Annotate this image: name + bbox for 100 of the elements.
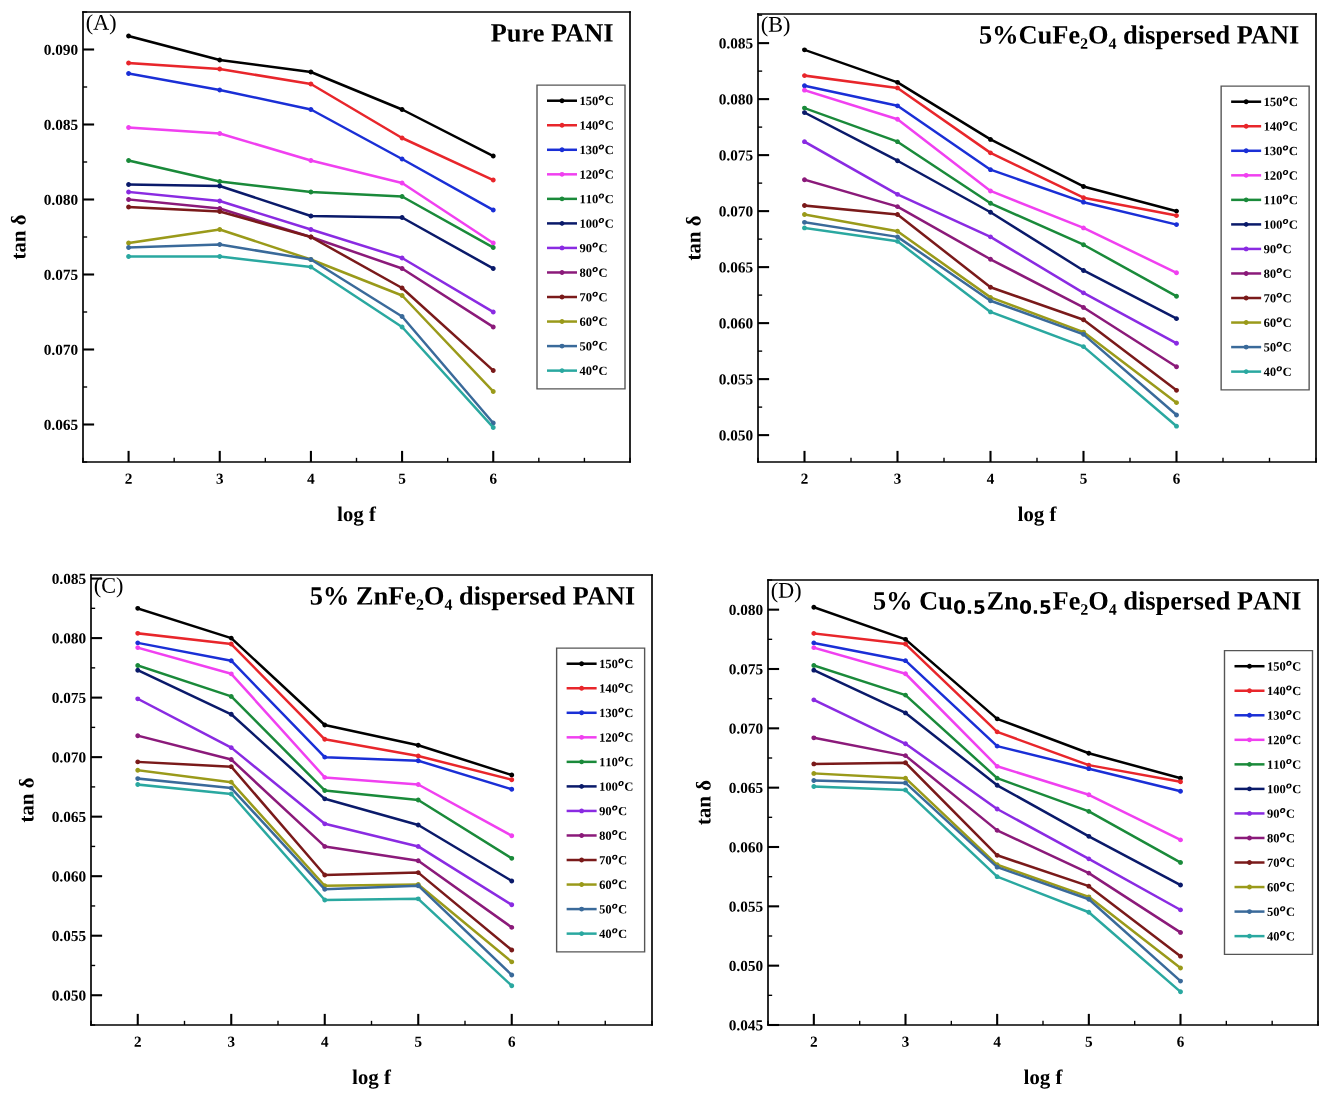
point [322,788,328,793]
point [802,73,807,79]
point [322,897,328,903]
point [217,183,223,189]
point [228,671,234,677]
point [509,947,515,953]
legend-label: 120$^{o}$C [600,731,633,742]
point [988,284,993,290]
point [811,784,817,789]
legend-label: 100$^{o}$C [1268,783,1301,794]
point [228,791,234,797]
point [228,745,234,751]
legend-label: 60$^{o}$C [1267,881,1295,892]
y-tick-label: 0.075 [52,692,86,704]
point [895,116,900,122]
x-tick-label: 2 [134,1036,141,1047]
chart-title: 5% ZnFe₂O₄ dispersed PANI [310,586,635,611]
point [811,697,817,703]
point [1178,788,1183,794]
point [1178,978,1183,984]
x-tick-label: 6 [489,473,497,484]
point [322,722,328,728]
point [415,742,421,748]
point [1174,316,1179,322]
point [811,667,817,673]
point [490,207,496,213]
point [308,158,314,163]
point [1174,387,1179,393]
point [1174,423,1179,429]
point [802,83,807,89]
point [135,630,141,636]
point [1174,400,1179,406]
point [903,641,908,647]
point [490,240,496,246]
point [1086,856,1092,862]
point [903,710,908,716]
point [399,314,405,319]
point [126,125,132,130]
point [802,110,807,115]
legend-label: 90$^{o}$C [1267,808,1295,818]
legend-label: 40$^{o}$C [1263,366,1291,377]
point [308,213,314,219]
x-tick-label: 3 [216,473,224,484]
legend-label: 40$^{o}$C [599,928,627,939]
point [490,324,496,330]
point [308,189,314,195]
point [895,191,900,197]
x-tick-label: 3 [228,1036,235,1047]
y-tick-label: 0.060 [52,871,86,882]
legend-label: 80$^{o}$C [1267,832,1295,843]
point [988,167,993,173]
point [895,228,900,234]
x-tick-label: 3 [894,473,901,484]
x-tick-label: 4 [321,1036,329,1047]
point [802,105,807,111]
point [1178,989,1183,995]
point [217,254,223,259]
point [490,177,496,183]
legend-label: 130$^{o}$C [1268,709,1301,720]
point [994,852,1000,858]
point [217,57,223,63]
legend-label: 150$^{o}$C [580,95,613,106]
point [988,200,993,206]
point [1081,344,1086,350]
point [1081,317,1086,323]
point [308,69,314,75]
point [1178,882,1183,888]
point [126,71,132,76]
y-tick-label: 0.080 [52,633,86,644]
x-axis-title: log f [1018,506,1057,526]
point [811,770,817,776]
point [895,204,900,210]
annotation: (A) [86,14,116,35]
point [1086,870,1092,876]
point [903,775,908,781]
point [1178,859,1183,865]
point [135,696,141,702]
point [1178,907,1183,913]
y-axis-title: tan δ [10,215,26,260]
legend-label: 130$^{o}$C [580,144,613,155]
point [994,874,1000,880]
x-tick-label: 2 [801,473,808,484]
point [811,604,817,610]
point [988,256,993,262]
point [228,641,234,647]
point [490,309,496,315]
y-tick-label: 0.055 [719,374,753,385]
y-tick-label: 0.085 [719,38,753,49]
point [903,780,908,786]
point [509,878,515,884]
point [895,158,900,164]
legend-label: 140$^{o}$C [1268,685,1301,696]
point [903,636,908,642]
legend-label: 70$^{o}$C [1267,857,1295,867]
x-axis-title: log f [337,506,377,526]
point [988,150,993,156]
point [1081,268,1086,273]
legend-label: 130$^{o}$C [1264,145,1297,156]
y-tick-label: 0.055 [52,930,86,942]
point [399,215,405,220]
